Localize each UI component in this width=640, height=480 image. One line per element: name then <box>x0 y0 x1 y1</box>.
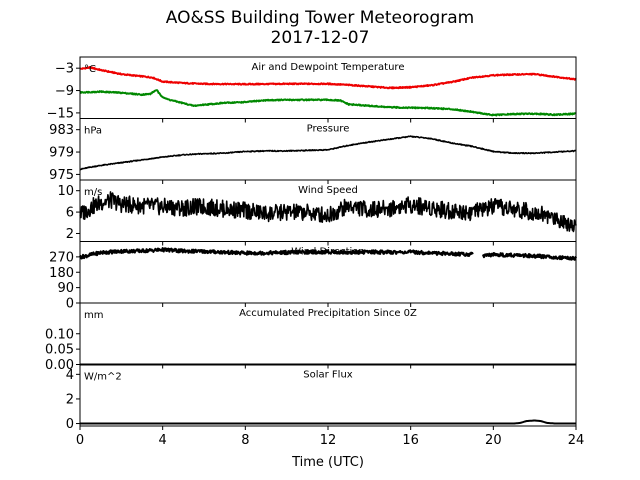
panel-3: 2 6 10 Wind Speed m/s <box>57 179 577 246</box>
unit-label: hPa <box>84 126 102 137</box>
series-line-1-2 <box>79 89 577 117</box>
y-tick-label: −3 <box>55 62 74 77</box>
y-tick-label: 6 <box>66 206 74 221</box>
x-tick-label: 0 <box>76 433 84 448</box>
series-line-2-1 <box>79 135 577 171</box>
y-tick-label: −9 <box>55 84 74 99</box>
y-tick-label: 0.10 <box>45 327 74 342</box>
panel-title: Solar Flux <box>303 370 353 381</box>
panel-1: −3 −9 −15 Air and Dewpoint Temperature °C <box>47 56 577 123</box>
x-tick-label: 12 <box>320 433 337 448</box>
x-tick-label: 4 <box>159 433 167 448</box>
y-tick-label: 4 <box>66 368 74 383</box>
panel-title: Air and Dewpoint Temperature <box>252 62 405 73</box>
y-tick-label: 0 <box>66 417 74 432</box>
y-tick-label: 270 <box>49 250 74 265</box>
panel-title: Pressure <box>307 124 350 135</box>
y-tick-label: 0 <box>66 297 74 312</box>
y-tick-label: 2 <box>66 392 74 407</box>
y-tick-label: 975 <box>49 168 74 183</box>
panel-2: 975 979 983 Pressure hPa <box>49 118 577 184</box>
unit-label: W/m^2 <box>84 372 122 383</box>
x-axis-label: Time (UTC) <box>291 455 364 470</box>
unit-label: m/s <box>84 187 102 198</box>
figure-date: 2017-12-07 <box>270 28 370 48</box>
panel-6: 0 2 4 Solar Flux W/m^2 <box>66 364 577 432</box>
y-tick-label: 0.00 <box>45 358 74 373</box>
panel-title: Wind Speed <box>298 185 358 196</box>
y-tick-label: 2 <box>66 227 74 242</box>
y-tick-label: 10 <box>57 184 74 199</box>
y-tick-label: 979 <box>49 146 74 161</box>
series-line-4-2 <box>481 252 578 261</box>
series-line-1-1 <box>79 66 577 90</box>
y-tick-label: 983 <box>49 123 74 138</box>
series-line-3-1 <box>79 191 577 233</box>
y-tick-label: −15 <box>47 106 74 121</box>
y-tick-label: 90 <box>57 281 74 296</box>
figure-title: AO&SS Building Tower Meteorogram <box>165 8 475 28</box>
panel-title: Accumulated Precipitation Since 0Z <box>239 308 417 319</box>
x-tick-label: 16 <box>402 433 419 448</box>
panel-5: 0.000.050.10 Accumulated Precipitation Si… <box>45 302 577 373</box>
unit-label: °C <box>84 64 96 75</box>
panel-title: Wind Direction <box>291 247 365 258</box>
y-tick-label: 180 <box>49 266 74 281</box>
x-tick-label: 20 <box>485 433 502 448</box>
series-line-6-1 <box>79 419 577 425</box>
x-tick-label: 8 <box>241 433 249 448</box>
x-tick-label: 24 <box>568 433 585 448</box>
unit-label: mm <box>84 310 103 321</box>
y-tick-label: 0.05 <box>45 343 74 358</box>
series-line-4-1 <box>78 247 474 260</box>
